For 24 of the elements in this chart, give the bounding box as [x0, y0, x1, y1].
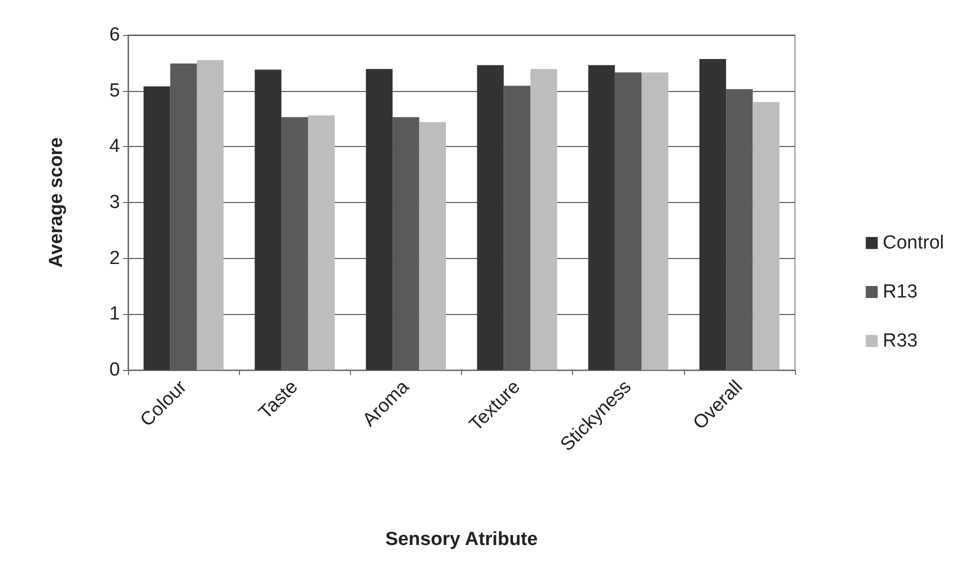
y-tick-label: 1	[109, 304, 120, 325]
y-tick-label: 5	[109, 80, 120, 102]
bar	[642, 72, 668, 370]
bar	[144, 86, 170, 370]
legend-label: R33	[882, 330, 918, 352]
bar	[308, 115, 335, 370]
bar	[419, 122, 446, 370]
bar	[588, 65, 615, 370]
bar	[699, 59, 726, 370]
y-axis-title: Average score	[46, 137, 67, 268]
bar	[254, 70, 282, 370]
legend-label: Control	[882, 232, 944, 254]
x-axis-title: Sensory Atribute	[385, 529, 538, 550]
y-tick-label: 0	[109, 360, 120, 380]
y-tick-label: 6	[109, 24, 120, 46]
bar	[530, 69, 558, 370]
y-tick-label: 2	[109, 248, 120, 269]
legend-label: R13	[882, 282, 918, 302]
bar	[196, 60, 224, 370]
bar	[477, 65, 504, 370]
bar	[752, 102, 780, 370]
bar	[366, 69, 393, 370]
y-tick-label: 3	[109, 192, 120, 213]
y-tick-label: 4	[109, 136, 120, 158]
